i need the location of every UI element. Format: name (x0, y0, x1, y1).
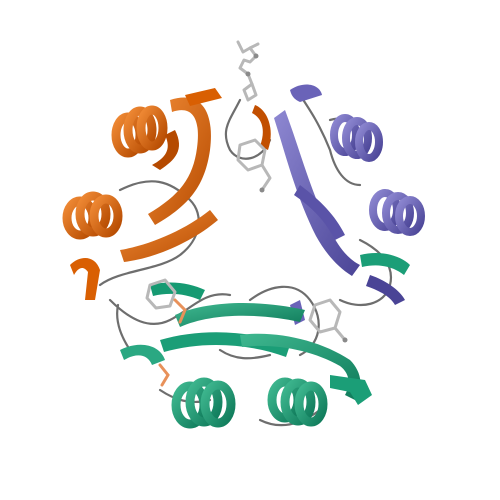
chain-b-helix-1 (330, 114, 383, 162)
chain-a-helix-1 (111, 105, 168, 158)
chain-c-beta-strand-5 (360, 253, 410, 275)
chain-a-beta-strand-4 (120, 210, 218, 262)
chain-c-beta-strand-6 (150, 282, 205, 300)
side-chains-orange (158, 298, 187, 387)
chain-b-beta-strand-3 (294, 185, 345, 240)
chain-c-beta-strand-1 (175, 303, 305, 327)
chain-a-beta-strand-5 (70, 258, 100, 300)
chain-c-beta-strand-7 (330, 375, 372, 405)
chain-a-beta-strand-2 (185, 88, 222, 106)
chain-a-beta-strand-1 (148, 97, 211, 225)
chain-c-green (120, 253, 410, 429)
chain-b-beta-strand-1 (290, 84, 322, 102)
chain-c-beta-strand-3 (120, 344, 165, 365)
chain-b-beta-strand-4 (366, 275, 405, 305)
chain-a-beta-strand-3 (152, 130, 180, 170)
chain-a-orange (62, 88, 271, 300)
chain-b-blue (274, 84, 425, 325)
ligand-sticks (145, 40, 347, 342)
chain-c-helix-1 (171, 377, 236, 429)
chain-b-helix-2 (369, 189, 425, 236)
chain-c-beta-strand-4 (240, 333, 361, 400)
chain-a-beta-strand-6 (252, 105, 271, 150)
ligand-atoms (245, 53, 348, 343)
chain-a-helix-2 (62, 191, 123, 240)
chain-b-beta-strand-2 (274, 110, 360, 276)
chain-c-helix-2 (267, 377, 328, 427)
